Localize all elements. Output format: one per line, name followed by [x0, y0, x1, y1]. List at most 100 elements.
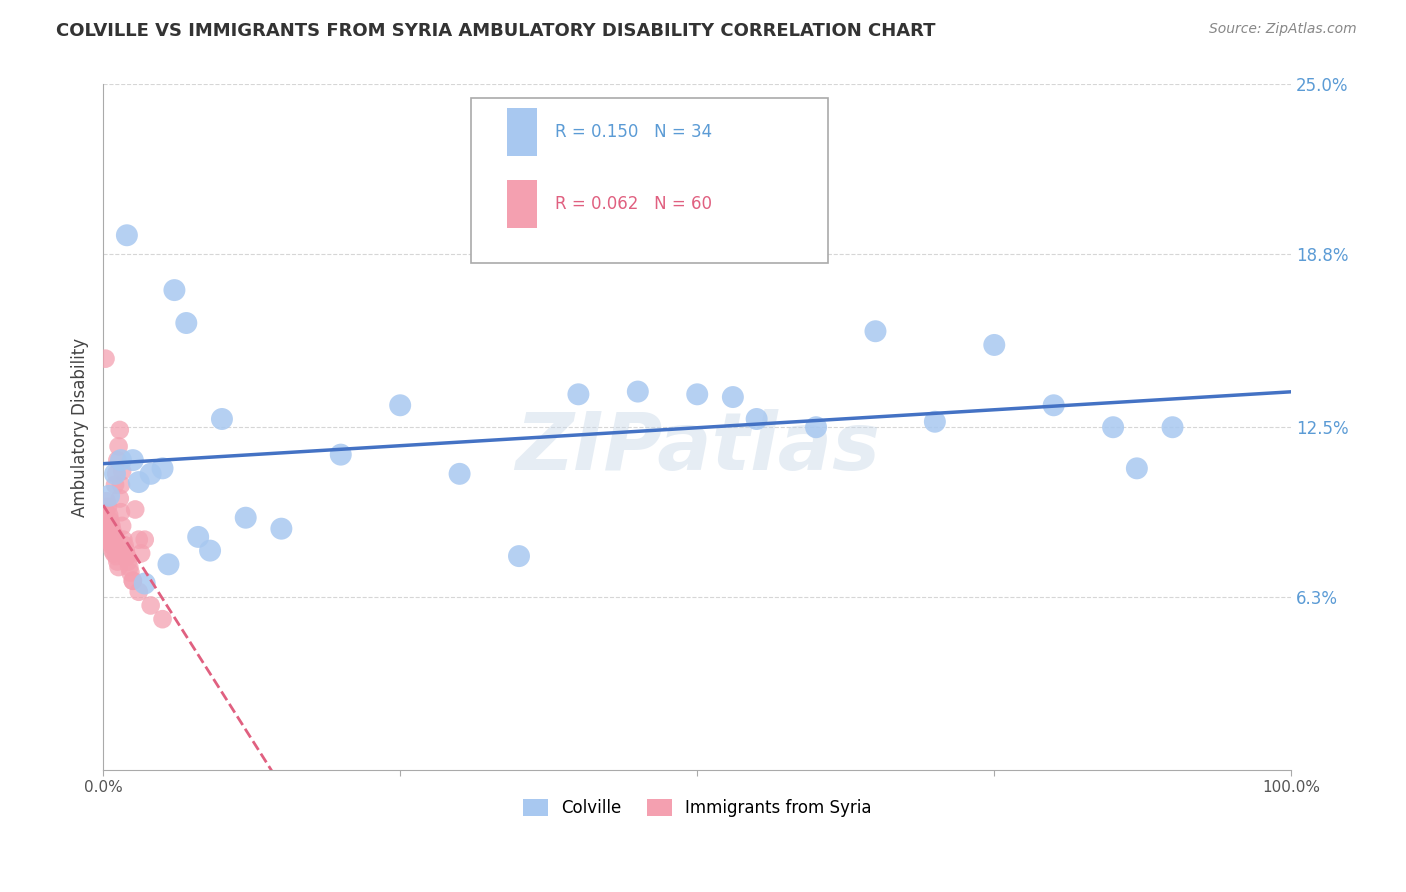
FancyBboxPatch shape: [508, 109, 537, 156]
Point: [163, 283, 186, 297]
Point: [134, 576, 156, 591]
Point: [134, 533, 156, 547]
Point: [112, 533, 135, 547]
Point: [96, 494, 118, 508]
Point: [329, 448, 352, 462]
Text: R = 0.062   N = 60: R = 0.062 N = 60: [554, 195, 711, 213]
Point: [389, 398, 412, 412]
Point: [104, 541, 127, 555]
Point: [98, 535, 121, 549]
Point: [120, 566, 142, 580]
Point: [152, 612, 174, 626]
Point: [96, 527, 118, 541]
Point: [110, 478, 132, 492]
Point: [97, 524, 120, 539]
Point: [128, 533, 150, 547]
Point: [686, 387, 709, 401]
Point: [124, 502, 146, 516]
Point: [139, 599, 162, 613]
Point: [110, 505, 132, 519]
Point: [508, 549, 530, 563]
Point: [121, 574, 143, 588]
Point: [107, 560, 129, 574]
Point: [100, 538, 122, 552]
Point: [128, 584, 150, 599]
Point: [98, 513, 121, 527]
Point: [104, 530, 127, 544]
Point: [118, 560, 141, 574]
Legend: Colville, Immigrants from Syria: Colville, Immigrants from Syria: [516, 792, 879, 823]
Point: [176, 316, 198, 330]
Point: [1126, 461, 1149, 475]
Point: [114, 538, 136, 552]
Point: [94, 505, 117, 519]
Point: [105, 453, 128, 467]
Point: [94, 522, 117, 536]
Point: [101, 524, 124, 539]
Point: [108, 491, 131, 506]
Point: [93, 516, 115, 531]
Point: [103, 538, 125, 552]
Point: [115, 549, 138, 563]
Point: [983, 338, 1005, 352]
Point: [115, 228, 138, 243]
Y-axis label: Ambulatory Disability: Ambulatory Disability: [72, 338, 89, 516]
Point: [721, 390, 744, 404]
Point: [101, 533, 124, 547]
Point: [98, 519, 121, 533]
Text: COLVILLE VS IMMIGRANTS FROM SYRIA AMBULATORY DISABILITY CORRELATION CHART: COLVILLE VS IMMIGRANTS FROM SYRIA AMBULA…: [56, 22, 936, 40]
Point: [187, 530, 209, 544]
Point: [96, 519, 118, 533]
Point: [627, 384, 650, 399]
Point: [129, 546, 152, 560]
Point: [105, 549, 128, 563]
Point: [114, 543, 136, 558]
Point: [98, 524, 121, 539]
Point: [567, 387, 589, 401]
FancyBboxPatch shape: [508, 180, 537, 228]
Point: [157, 558, 180, 572]
Point: [94, 351, 117, 366]
Point: [98, 508, 121, 522]
Point: [110, 453, 132, 467]
Point: [449, 467, 471, 481]
Point: [98, 489, 121, 503]
Point: [93, 508, 115, 522]
Point: [924, 415, 946, 429]
Point: [211, 412, 233, 426]
Point: [111, 519, 134, 533]
Point: [235, 510, 257, 524]
Point: [93, 502, 115, 516]
Point: [117, 555, 139, 569]
Point: [152, 461, 174, 475]
Point: [139, 467, 162, 481]
Point: [115, 549, 138, 563]
Point: [101, 543, 124, 558]
Point: [107, 439, 129, 453]
Point: [111, 464, 134, 478]
Point: [100, 527, 122, 541]
Point: [1102, 420, 1125, 434]
Point: [97, 500, 120, 514]
Point: [104, 478, 127, 492]
Text: R = 0.150   N = 34: R = 0.150 N = 34: [554, 123, 711, 142]
Point: [745, 412, 768, 426]
Point: [865, 324, 887, 338]
Point: [121, 574, 143, 588]
Point: [97, 533, 120, 547]
Point: [105, 467, 128, 481]
FancyBboxPatch shape: [471, 98, 828, 262]
Point: [104, 467, 127, 481]
Point: [1161, 420, 1184, 434]
Point: [105, 555, 128, 569]
Point: [121, 453, 143, 467]
Point: [103, 530, 125, 544]
Point: [94, 513, 117, 527]
Text: Source: ZipAtlas.com: Source: ZipAtlas.com: [1209, 22, 1357, 37]
Point: [270, 522, 292, 536]
Point: [98, 530, 121, 544]
Point: [804, 420, 827, 434]
Point: [103, 546, 125, 560]
Point: [1042, 398, 1064, 412]
Point: [128, 475, 150, 489]
